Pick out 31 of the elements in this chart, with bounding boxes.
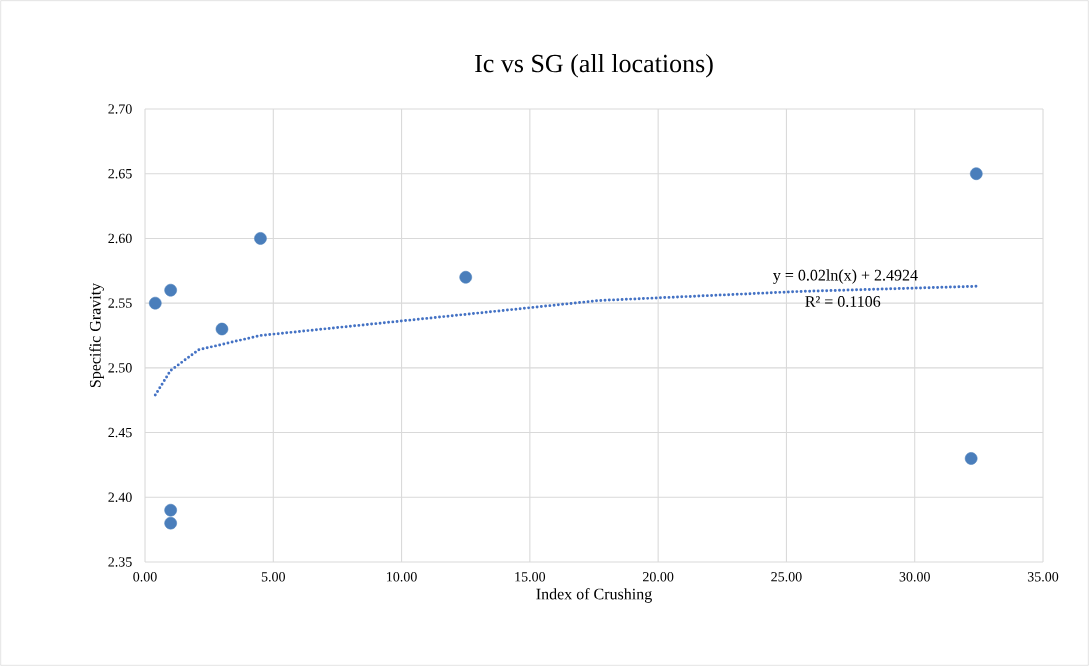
point — [459, 270, 472, 284]
line-series — [153, 284, 978, 397]
point — [164, 283, 177, 297]
x-tick-label: 0.00 — [133, 572, 157, 582]
point — [149, 296, 162, 310]
x-tick-label: 15.00 — [515, 572, 546, 582]
x-tick-label: 25.00 — [771, 572, 802, 582]
y-tick-label: 2.50 — [108, 363, 132, 373]
annotation: R² = 0.1106 — [805, 296, 881, 307]
y-tick-label: 2.35 — [108, 557, 132, 567]
annotation: y = 0.02ln(x) + 2.4924 — [773, 269, 918, 284]
point — [970, 167, 983, 180]
x-tick-label: 20.00 — [643, 572, 674, 582]
x-tick-label: 10.00 — [387, 572, 417, 582]
y-tick-label: 2.70 — [108, 104, 132, 114]
x-tick-label: 30.00 — [899, 572, 930, 582]
x-axis-title: Index of Crushing — [536, 588, 652, 603]
y-tick-label: 2.65 — [108, 168, 132, 179]
y-tick-label: 2.55 — [108, 298, 132, 308]
y-tick-label: 2.45 — [108, 427, 132, 438]
x-tick-label: 35.00 — [1027, 572, 1059, 582]
y-tick-label: 2.60 — [108, 233, 132, 244]
x-tick-label: 5.00 — [261, 572, 285, 582]
point — [215, 322, 229, 336]
point — [254, 232, 267, 245]
chart-title: Ic vs SG (all locations) — [475, 54, 713, 78]
point — [164, 503, 177, 517]
y-tick-label: 2.40 — [108, 492, 132, 503]
point — [964, 452, 978, 465]
y-axis-title: Specific Gravity — [89, 282, 104, 388]
point — [164, 516, 177, 530]
